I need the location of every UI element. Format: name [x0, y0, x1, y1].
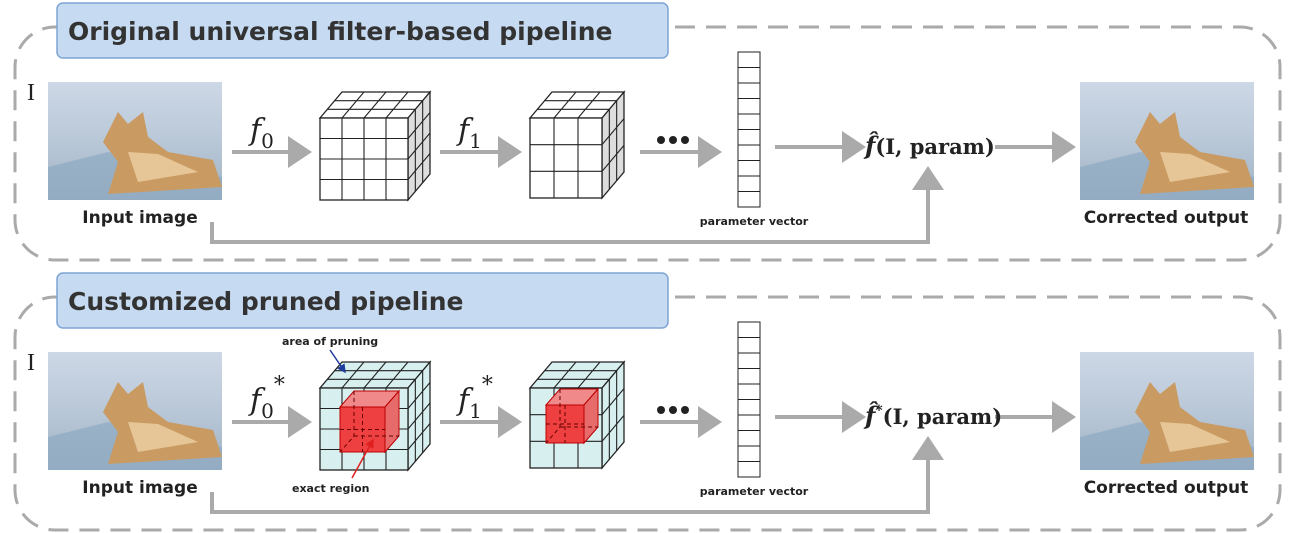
vector-cell [738, 192, 760, 208]
vector-cell [738, 114, 760, 130]
red-front [546, 405, 584, 443]
filter-label: f0* [248, 373, 285, 423]
ellipsis-dot [669, 136, 677, 144]
cube [530, 92, 624, 198]
vector-cell [738, 462, 760, 478]
pruned-region [546, 389, 598, 443]
annotation: area of pruning [282, 335, 378, 348]
function-label: f̂(I, param) [863, 131, 995, 160]
vector-cell [738, 176, 760, 192]
vector-cell [738, 446, 760, 462]
parameter-vector [738, 322, 760, 477]
vector-cell [738, 431, 760, 447]
input-symbol: I [27, 80, 35, 106]
vector-cell [738, 322, 760, 338]
input-label: Input image [82, 478, 197, 498]
filter-sub: 1 [469, 399, 482, 423]
vector-cell [738, 161, 760, 177]
input-symbol: I [27, 350, 35, 376]
vector-cell [738, 369, 760, 385]
photo [1080, 352, 1254, 470]
vector-label: parameter vector [700, 215, 809, 228]
filter-sub: 0 [261, 399, 274, 423]
pruned-region [340, 391, 399, 452]
vector-cell [738, 400, 760, 416]
cube [320, 92, 430, 200]
input-label: Input image [82, 208, 197, 228]
parameter-vector [738, 52, 760, 207]
ellipsis-dot [681, 136, 689, 144]
panel-title: Customized pruned pipeline [68, 287, 463, 316]
diagram: Original universal filter-based pipeline… [0, 0, 1292, 533]
photo [48, 82, 222, 200]
vector-cell [738, 130, 760, 146]
ellipsis-dot [657, 406, 665, 414]
vector-label: parameter vector [700, 485, 809, 498]
filter-sub: 1 [469, 129, 482, 153]
vector-cell [738, 415, 760, 431]
filter-sup: * [274, 373, 285, 398]
vector-cell [738, 52, 760, 68]
output-label: Corrected output [1084, 208, 1249, 228]
function-label: f̂*(I, param) [863, 401, 1002, 430]
vector-cell [738, 353, 760, 369]
function-args: (I, param) [883, 404, 1003, 429]
ellipsis-dot [657, 136, 665, 144]
vector-cell [738, 99, 760, 115]
filter-label: f1 [456, 113, 482, 153]
function-args: (I, param) [875, 134, 995, 159]
photo [1080, 82, 1254, 200]
filter-label: f1* [456, 373, 493, 423]
filter-sup: * [482, 373, 493, 398]
ellipsis-dot [669, 406, 677, 414]
panel-title: Original universal filter-based pipeline [68, 17, 612, 46]
annotation: exact region [292, 482, 370, 495]
vector-cell [738, 338, 760, 354]
vector-cell [738, 145, 760, 161]
photo [48, 352, 222, 470]
output-label: Corrected output [1084, 478, 1249, 498]
vector-cell [738, 384, 760, 400]
filter-label: f0 [248, 113, 274, 153]
vector-cell [738, 83, 760, 99]
ellipsis-dot [681, 406, 689, 414]
cube-front [530, 118, 602, 198]
vector-cell [738, 68, 760, 84]
filter-sub: 0 [261, 129, 274, 153]
